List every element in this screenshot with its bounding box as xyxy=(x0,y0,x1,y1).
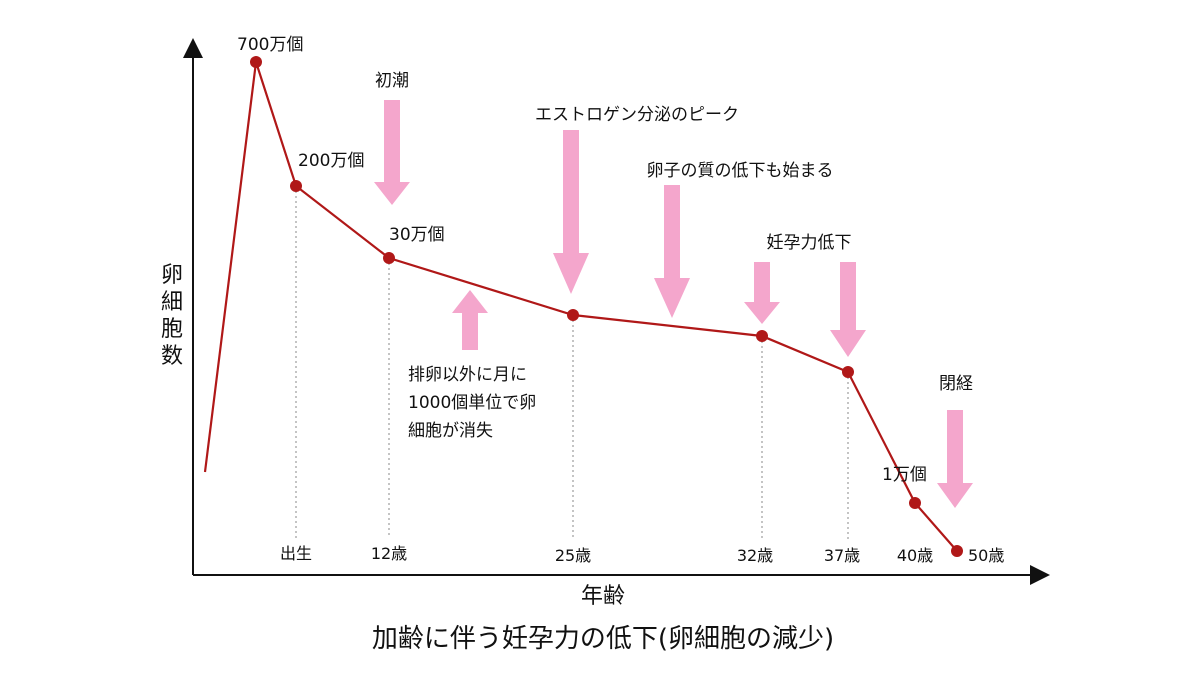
data-point xyxy=(951,545,963,557)
arrow-fertility-1 xyxy=(744,262,780,324)
tick-32: 32歳 xyxy=(737,546,773,565)
chart-title: 加齢に伴う妊孕力の低下(卵細胞の減少) xyxy=(372,624,834,654)
tick-40: 40歳 xyxy=(897,546,933,565)
tick-50: 50歳 xyxy=(968,546,1004,565)
data-point xyxy=(567,309,579,321)
tick-birth: 出生 xyxy=(280,544,312,563)
y-axis-label: 卵細胞数 xyxy=(161,263,183,369)
annotation-loss-1: 排卵以外に月に xyxy=(408,365,527,385)
annotation-menopause: 閉経 xyxy=(939,374,973,394)
annotation-loss-2: 1000個単位で卵 xyxy=(408,393,536,413)
arrow-loss xyxy=(452,290,488,350)
tick-12: 12歳 xyxy=(371,544,407,563)
arrow-menarche xyxy=(374,100,410,205)
annotation-estrogen: エストロゲン分泌のピーク xyxy=(535,105,739,125)
data-point xyxy=(756,330,768,342)
data-point xyxy=(250,56,262,68)
data-points xyxy=(250,56,963,557)
arrow-fertility-2 xyxy=(830,262,866,357)
drop-lines xyxy=(295,186,849,540)
arrow-quality xyxy=(654,185,690,318)
annotation-menarche: 初潮 xyxy=(375,71,409,91)
x-axis-label: 年齢 xyxy=(581,584,625,609)
data-label-200: 200万個 xyxy=(298,151,364,171)
arrow-menopause xyxy=(937,410,973,508)
annotation-fertility: 妊孕力低下 xyxy=(767,233,852,253)
arrow-estrogen xyxy=(553,130,589,294)
data-point xyxy=(290,180,302,192)
tick-37: 37歳 xyxy=(824,546,860,565)
data-label-700: 700万個 xyxy=(237,35,303,55)
annotation-loss-3: 細胞が消失 xyxy=(408,421,493,441)
tick-25: 25歳 xyxy=(555,546,591,565)
data-point xyxy=(383,252,395,264)
data-label-30: 30万個 xyxy=(389,225,445,245)
data-point xyxy=(909,497,921,509)
data-label-1: 1万個 xyxy=(882,465,927,485)
annotation-quality: 卵子の質の低下も始まる xyxy=(647,161,834,181)
data-point xyxy=(842,366,854,378)
annotation-arrows xyxy=(374,100,973,508)
